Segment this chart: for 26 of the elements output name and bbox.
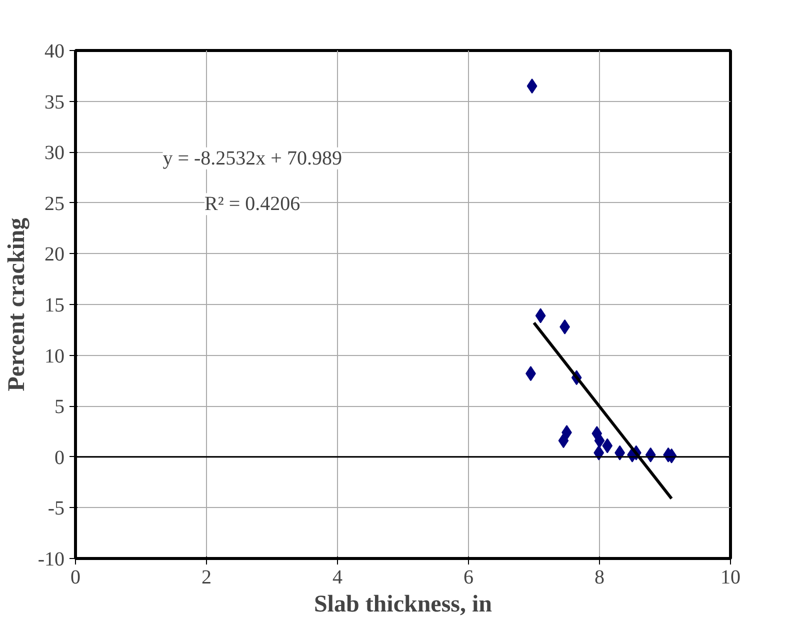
- point: [594, 445, 604, 460]
- point: [602, 438, 613, 454]
- point: [535, 308, 546, 324]
- x-tick-label: 2: [202, 566, 212, 588]
- y-tick-label: 0: [54, 446, 64, 469]
- y-axis-title: Percent cracking: [4, 218, 30, 392]
- x-tick-label: 8: [594, 566, 604, 588]
- x-tick-label: 10: [720, 566, 740, 588]
- annotation: y = -8.2532x + 70.989: [162, 147, 342, 170]
- y-tick-label: 15: [44, 294, 64, 316]
- y-tick-label: 40: [44, 40, 64, 62]
- point: [526, 78, 538, 94]
- x-tick-label: 0: [70, 566, 80, 588]
- y-tick-label: 5: [54, 396, 64, 418]
- y-tick-label: -10: [38, 548, 65, 570]
- y-tick-label: -5: [48, 498, 65, 520]
- x-tick-label: 4: [332, 566, 342, 588]
- x-tick-label: 6: [464, 566, 474, 588]
- y-tick-label: 25: [44, 192, 64, 215]
- annotation: R² = 0.4206: [204, 193, 300, 216]
- y-tick-label: 30: [44, 142, 64, 164]
- point: [594, 433, 605, 448]
- x-axis-title: Slab thickness, in: [314, 592, 492, 618]
- y-tick-label: 35: [44, 91, 64, 114]
- y-tick-label: 20: [44, 244, 64, 266]
- y-tick-label: 10: [44, 345, 64, 368]
